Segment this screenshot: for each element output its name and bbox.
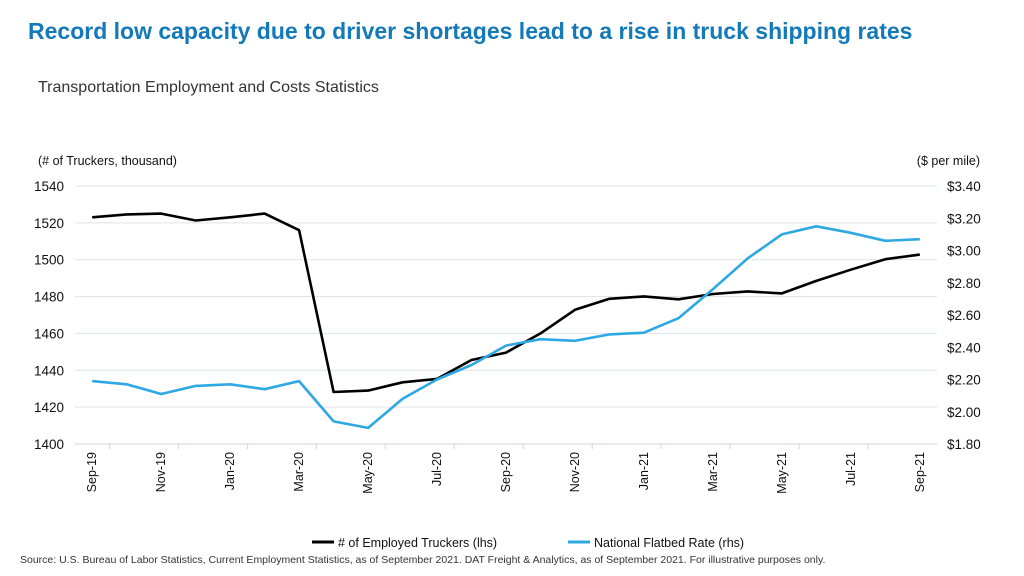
left-tick-label: 1500	[34, 253, 64, 268]
right-tick-label: $3.20	[947, 211, 981, 226]
right-tick-label: $2.40	[947, 340, 981, 355]
left-tick-label: 1420	[34, 400, 64, 415]
x-tick-label: Mar-21	[706, 452, 720, 492]
right-tick-label: $2.20	[947, 373, 981, 388]
right-tick-label: $3.40	[947, 179, 981, 194]
flatbed-rate-line	[92, 225, 920, 430]
right-tick-label: $2.80	[947, 276, 981, 291]
x-tick-label: May-20	[361, 452, 375, 494]
right-axis-label: ($ per mile)	[917, 154, 980, 168]
left-tick-label: 1480	[34, 290, 64, 305]
truckers-line	[92, 212, 920, 394]
left-tick-label: 1520	[34, 216, 64, 231]
legend: # of Employed Truckers (lhs) National Fl…	[312, 536, 744, 550]
right-tick-label: $3.00	[947, 244, 981, 259]
left-tick-label: 1400	[34, 437, 64, 452]
x-tick-label: Jan-21	[637, 452, 651, 490]
x-tick-label: Jul-21	[844, 452, 858, 486]
x-tick-label: Sep-21	[913, 452, 927, 492]
x-tick-label: Jan-20	[223, 452, 237, 490]
x-tick-label: May-21	[775, 452, 789, 494]
legend-label-truckers: # of Employed Truckers (lhs)	[338, 536, 497, 550]
x-tick-label: Jul-20	[430, 452, 444, 486]
legend-label-flatbed: National Flatbed Rate (rhs)	[594, 536, 744, 550]
left-axis-label: (# of Truckers, thousand)	[38, 154, 177, 168]
page-title: Record low capacity due to driver shorta…	[28, 18, 913, 44]
x-tick-label: Sep-20	[499, 452, 513, 492]
chart-subtitle: Transportation Employment and Costs Stat…	[38, 79, 379, 96]
left-tick-label: 1440	[34, 363, 64, 378]
x-tick-label: Mar-20	[292, 452, 306, 492]
x-tick-label: Nov-19	[154, 452, 168, 492]
right-tick-label: $2.00	[947, 405, 981, 420]
x-tick-label: Nov-20	[568, 452, 582, 492]
left-tick-label: 1460	[34, 326, 64, 341]
source-note: Source: U.S. Bureau of Labor Statistics,…	[20, 554, 826, 566]
x-tick-label: Sep-19	[85, 452, 99, 492]
right-tick-label: $1.80	[947, 437, 981, 452]
right-tick-label: $2.60	[947, 308, 981, 323]
left-tick-label: 1540	[34, 179, 64, 194]
